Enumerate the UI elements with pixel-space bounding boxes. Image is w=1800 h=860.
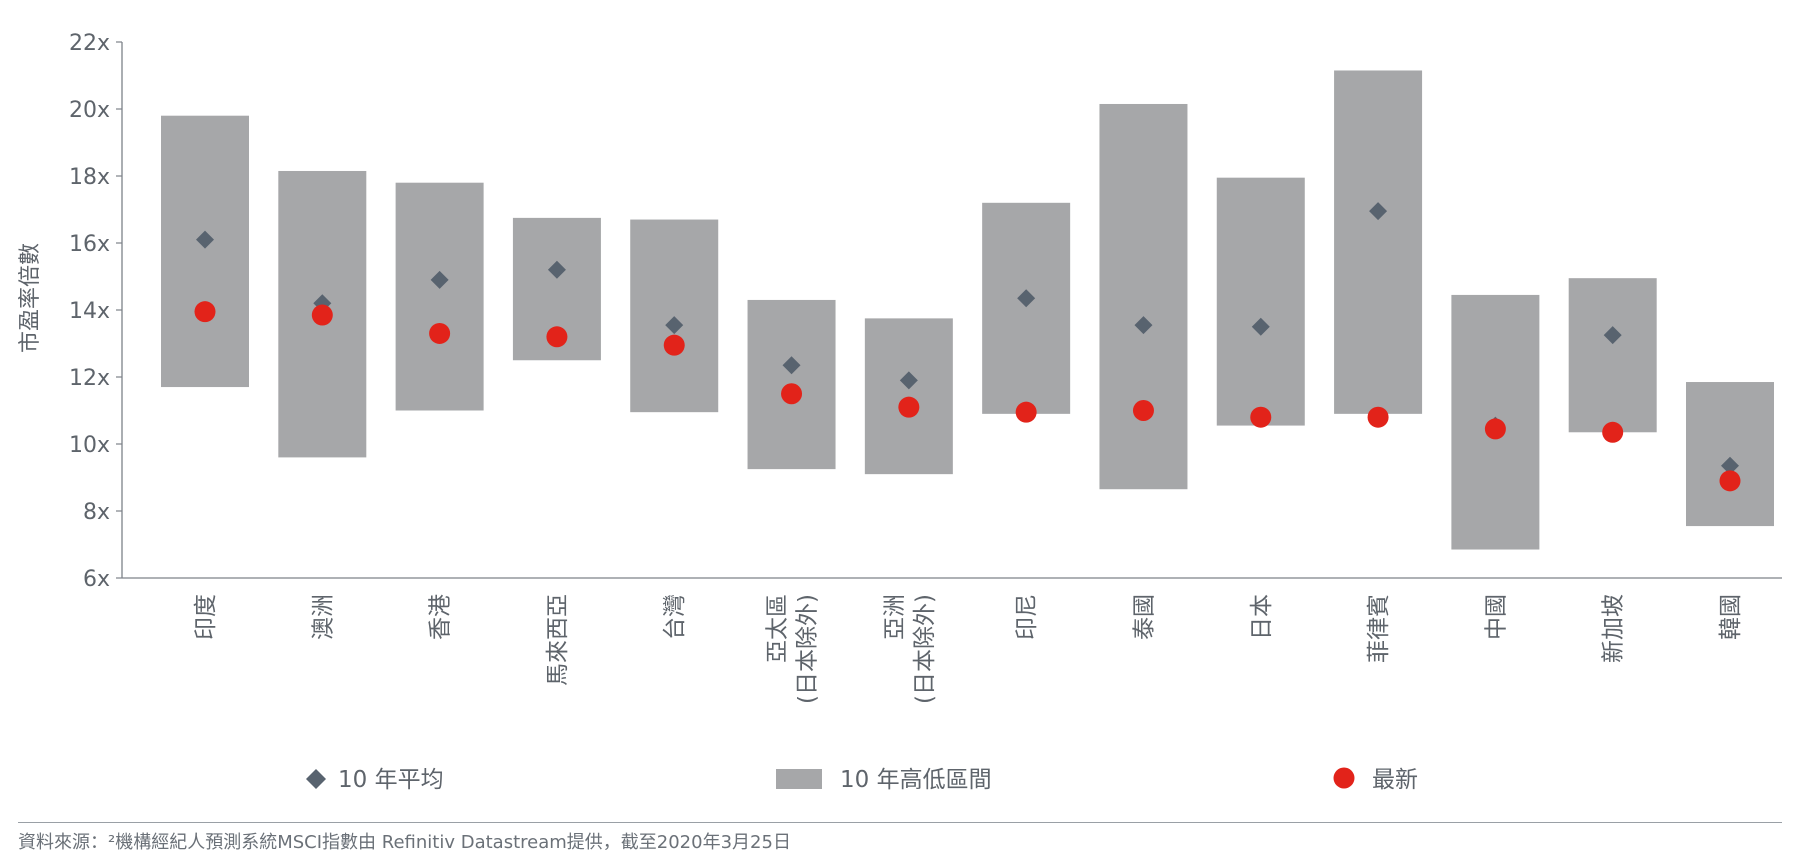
average-marker xyxy=(1017,289,1036,308)
category-label: (日本除外) xyxy=(912,594,938,704)
average-marker xyxy=(430,270,449,289)
legend-average-swatch xyxy=(306,769,326,789)
latest-marker xyxy=(663,334,685,356)
latest-marker xyxy=(1015,401,1037,423)
average-marker xyxy=(1251,317,1270,336)
average-marker xyxy=(1603,326,1622,345)
legend-average-label: 10 年平均 xyxy=(338,767,444,793)
category-label: 亞太區 xyxy=(765,594,791,663)
category-label: 台灣 xyxy=(662,594,688,640)
average-marker xyxy=(547,260,566,279)
y-tick-label: 16x xyxy=(69,232,110,257)
category-label: 香港 xyxy=(428,594,454,640)
legend-range-swatch xyxy=(776,769,822,789)
latest-marker xyxy=(781,383,803,405)
average-marker xyxy=(899,371,918,390)
average-marker xyxy=(1134,316,1153,335)
range-bar xyxy=(630,219,719,413)
latest-marker xyxy=(1719,470,1741,492)
category-label: 印度 xyxy=(193,594,219,640)
latest-marker xyxy=(194,301,216,323)
category-label: 印尼 xyxy=(1014,594,1040,640)
average-marker xyxy=(782,356,801,375)
y-tick-label: 8x xyxy=(83,500,110,525)
chart-legend: 10 年平均 10 年高低區間 最新 xyxy=(306,767,1418,793)
y-tick-label: 6x xyxy=(83,567,110,592)
average-marker xyxy=(196,230,214,249)
y-tick-label: 22x xyxy=(69,31,110,56)
latest-marker xyxy=(1367,406,1389,428)
category-label: (日本除外) xyxy=(795,594,821,704)
category-label: 亞洲 xyxy=(882,594,908,640)
category-label: 日本 xyxy=(1249,594,1275,640)
category-label: 中國 xyxy=(1483,594,1509,640)
category-label: 馬來西亞 xyxy=(545,594,571,686)
latest-marker xyxy=(1132,400,1154,421)
y-tick-label: 12x xyxy=(69,366,110,391)
source-note: 資料來源：²機構經紀人預測系統MSCI指數由 Refinitiv Datastr… xyxy=(18,832,791,853)
category-label: 新加坡 xyxy=(1601,594,1627,663)
latest-marker xyxy=(898,396,920,418)
y-tick-label: 20x xyxy=(69,98,110,123)
latest-marker xyxy=(1602,421,1624,443)
y-tick-label: 10x xyxy=(69,433,110,458)
category-label: 澳洲 xyxy=(310,594,336,640)
latest-marker xyxy=(311,304,333,326)
average-marker xyxy=(1369,202,1388,221)
range-bar xyxy=(982,202,1071,414)
range-bar xyxy=(161,115,249,388)
range-bar xyxy=(1099,103,1188,490)
legend-range-label: 10 年高低區間 xyxy=(840,767,992,793)
legend-latest-label: 最新 xyxy=(1372,767,1418,793)
average-marker xyxy=(1721,456,1739,475)
range-bar xyxy=(1334,70,1423,414)
range-bar xyxy=(1568,278,1657,433)
chart-plot-area: 22x 20x 18x 16x 14x 12x 10x 8x 6x 印度 澳洲 香港 馬來西亞 台灣 亞太區… xyxy=(69,31,1782,704)
y-tick-label: 14x xyxy=(69,299,110,324)
category-label: 菲律賓 xyxy=(1366,594,1392,663)
range-bar xyxy=(1216,177,1305,426)
source-divider xyxy=(18,822,1782,823)
latest-marker xyxy=(429,322,451,344)
range-bar xyxy=(864,318,953,475)
category-label: 泰國 xyxy=(1131,594,1157,640)
y-axis-label: 市盈率倍數 xyxy=(18,243,43,353)
legend-latest-swatch xyxy=(1333,767,1355,789)
category-label: 韓國 xyxy=(1718,594,1744,640)
latest-marker xyxy=(1250,406,1272,428)
range-bar xyxy=(1686,382,1774,527)
latest-marker xyxy=(546,326,568,348)
range-bar xyxy=(395,182,484,411)
y-tick-label: 18x xyxy=(69,165,110,190)
latest-marker xyxy=(1484,418,1506,440)
average-marker xyxy=(665,316,684,335)
